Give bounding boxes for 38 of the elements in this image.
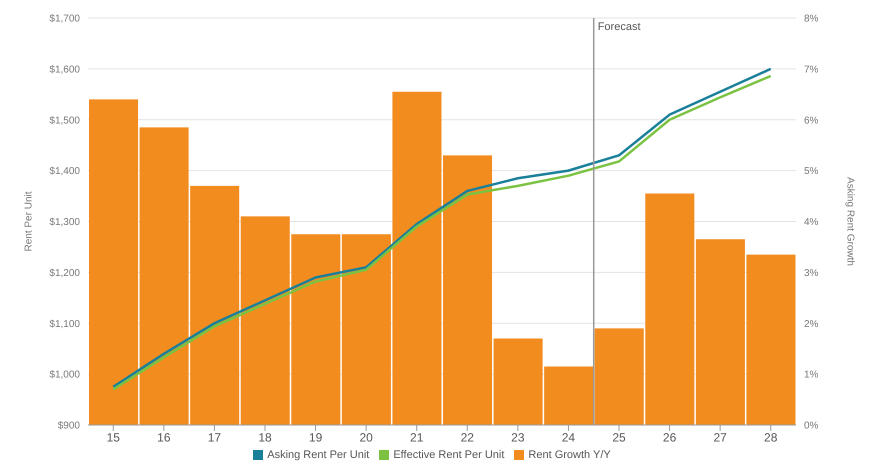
y-tick-label: $1,200	[49, 268, 80, 279]
legend-label: Effective Rent Per Unit	[393, 449, 504, 461]
y2-tick-label: 7%	[804, 64, 819, 76]
x-tick-label: 25	[612, 430, 626, 445]
x-tick-label: 23	[511, 430, 525, 445]
y2-tick-label: 8%	[804, 14, 819, 25]
y-tick-label: $1,100	[49, 318, 80, 330]
legend-label: Asking Rent Per Unit	[267, 449, 370, 461]
ref-line-label: Forecast	[598, 21, 641, 33]
y2-axis-title: Asking Rent Growth	[844, 177, 856, 266]
y2-tick-label: 4%	[804, 217, 819, 228]
x-tick-label: 27	[713, 430, 728, 445]
legend-label: Rent Growth Y/Y	[528, 449, 611, 461]
x-tick-label: 21	[410, 430, 424, 445]
y-tick-label: $1,500	[49, 115, 80, 126]
x-tick-label: 16	[157, 430, 171, 445]
x-tick-label: 18	[258, 430, 272, 445]
y-tick-label: $1,400	[49, 166, 80, 178]
x-tick-label: 17	[208, 430, 222, 445]
y-tick-label: $1,600	[49, 64, 80, 76]
x-tick-label: 24	[562, 430, 576, 445]
y-axis-title: Rent Per Unit	[24, 191, 35, 252]
y-tick-label: $900	[58, 420, 80, 432]
y2-tick-label: 2%	[804, 318, 819, 330]
x-tick-label: 15	[106, 430, 120, 445]
x-tick-label: 28	[764, 430, 778, 445]
y2-tick-label: 6%	[804, 115, 819, 126]
x-tick-label: 26	[662, 430, 677, 445]
y2-tick-label: 5%	[804, 166, 819, 178]
x-tick-label: 19	[308, 430, 323, 445]
y-tick-label: $1,700	[49, 14, 80, 25]
x-tick-label: 22	[460, 430, 474, 445]
y2-tick-label: 3%	[804, 268, 819, 279]
y2-tick-label: 1%	[804, 370, 819, 381]
y-tick-label: $1,000	[49, 370, 80, 381]
y2-tick-label: 0%	[804, 420, 819, 432]
y-tick-label: $1,300	[49, 217, 80, 228]
x-tick-label: 20	[359, 430, 374, 445]
